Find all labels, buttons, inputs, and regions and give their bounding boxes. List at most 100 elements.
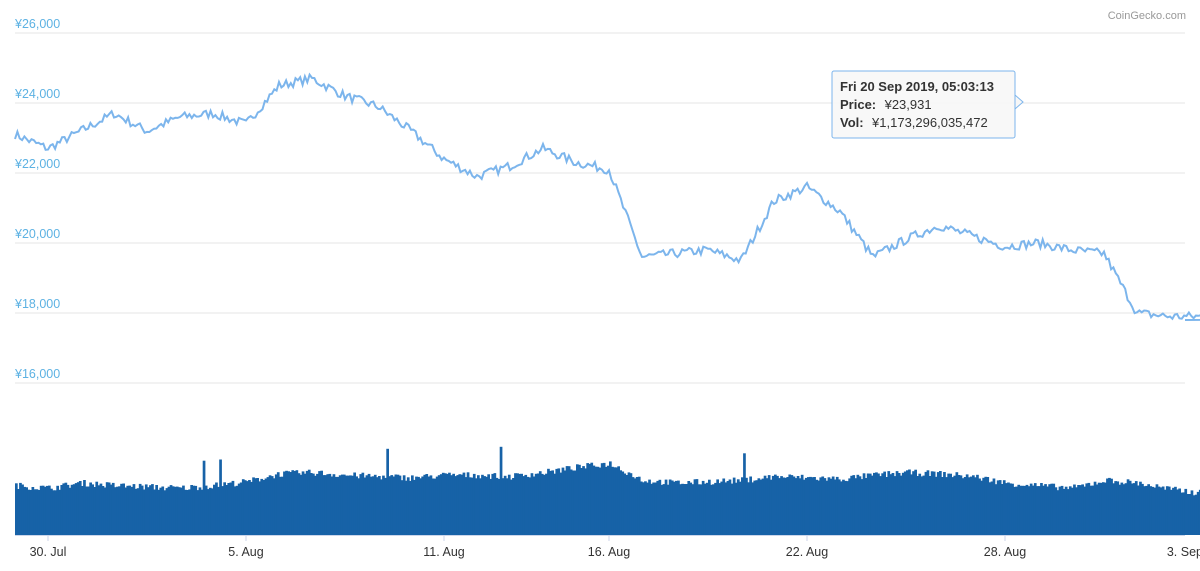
volume-bar (743, 453, 746, 535)
volume-bar (516, 473, 519, 535)
volume-bar (1172, 487, 1175, 535)
volume-bar (730, 483, 734, 535)
volume-bar (941, 477, 944, 535)
volume-bar (41, 485, 45, 535)
volume-bar (928, 476, 932, 535)
volume-bar (483, 476, 486, 535)
volume-bar (213, 484, 216, 535)
volume-bar (749, 476, 752, 535)
volume-bar (774, 474, 777, 535)
volume-bar (363, 477, 367, 535)
volume-bar (468, 477, 472, 535)
volume-bar (340, 474, 344, 535)
volume-bar (817, 480, 820, 535)
volume-bar (291, 470, 295, 535)
volume-bar (390, 475, 394, 535)
tooltip-title: Fri 20 Sep 2019, 05:03:13 (840, 79, 994, 94)
volume-bar (567, 466, 571, 535)
volume-bar (510, 479, 513, 535)
volume-bar (431, 478, 435, 535)
volume-bar (474, 478, 478, 535)
y-tick-label: ¥18,000 (14, 297, 60, 311)
credit-link[interactable]: CoinGecko.com (1108, 10, 1186, 22)
volume-bar (448, 472, 451, 535)
volume-bar (1044, 484, 1047, 535)
volume-bar (423, 474, 427, 535)
volume-bar (850, 475, 853, 535)
volume-bar (208, 487, 212, 535)
volume-bar (136, 488, 140, 535)
volume-bar (716, 479, 719, 535)
volume-bar (78, 481, 82, 535)
volume-bar (695, 479, 699, 535)
volume-bar (332, 474, 336, 535)
tooltip-volume: Vol: ¥1,173,296,035,472 (840, 114, 988, 131)
volume-bar (804, 477, 808, 535)
volume-bar (1163, 489, 1167, 535)
volume-bar (794, 478, 798, 535)
volume-bar (988, 482, 992, 535)
volume-bar (947, 473, 950, 535)
volume-bar (1064, 486, 1068, 535)
volume-bar (1060, 485, 1064, 535)
volume-bar (557, 468, 561, 535)
volume-bar (722, 478, 726, 535)
volume-bar (835, 476, 839, 535)
volume-bar (1165, 486, 1169, 535)
volume-bar (97, 485, 101, 535)
volume-bar (400, 480, 404, 535)
volume-bar (254, 478, 257, 535)
volume-bars (15, 446, 1200, 535)
volume-bar (854, 478, 858, 535)
volume-bar (1182, 492, 1186, 535)
volume-bar (229, 482, 233, 535)
volume-bar (914, 469, 917, 535)
volume-bar (62, 483, 66, 535)
volume-bar (922, 475, 926, 535)
volume-bar (221, 486, 224, 535)
volume-bar (771, 475, 775, 535)
volume-bar (982, 477, 985, 535)
volume-bar (402, 475, 406, 535)
volume-bar (322, 475, 325, 535)
volume-bar (945, 477, 948, 535)
volume-bar (1005, 483, 1008, 535)
volume-bar (338, 475, 342, 535)
volume-bar (786, 477, 790, 535)
volume-bar (829, 478, 833, 535)
volume-bar (650, 483, 653, 535)
volume-bar (215, 482, 218, 535)
tooltip-price: Price: ¥23,931 (840, 96, 932, 113)
volume-bar (470, 477, 474, 535)
volume-bar (635, 477, 639, 535)
volume-bar (493, 473, 497, 535)
volume-bar (800, 474, 804, 535)
volume-bar (87, 486, 90, 535)
volume-bar (821, 476, 825, 535)
volume-bar (194, 485, 198, 535)
volume-bar (953, 475, 957, 535)
volume-bar (1161, 486, 1165, 535)
volume-bar (248, 480, 251, 535)
volume-bar (736, 479, 740, 535)
volume-bar (64, 482, 68, 535)
volume-bar (712, 484, 715, 535)
volume-bar (272, 478, 276, 535)
volume-bar (472, 473, 476, 535)
volume-bar (761, 478, 765, 535)
volume-bar (81, 486, 84, 535)
volume-bar (188, 489, 191, 535)
volume-bar (256, 478, 259, 535)
volume-bar (235, 485, 239, 535)
volume-bar (862, 473, 866, 535)
volume-bar (918, 473, 922, 535)
volume-bar (932, 471, 936, 535)
volume-bar (1159, 487, 1163, 535)
volume-bar (1083, 486, 1087, 535)
volume-bar (590, 462, 594, 535)
volume-bar (588, 463, 592, 535)
volume-bar (860, 479, 864, 535)
volume-bar (1122, 484, 1126, 535)
volume-bar (887, 471, 891, 535)
